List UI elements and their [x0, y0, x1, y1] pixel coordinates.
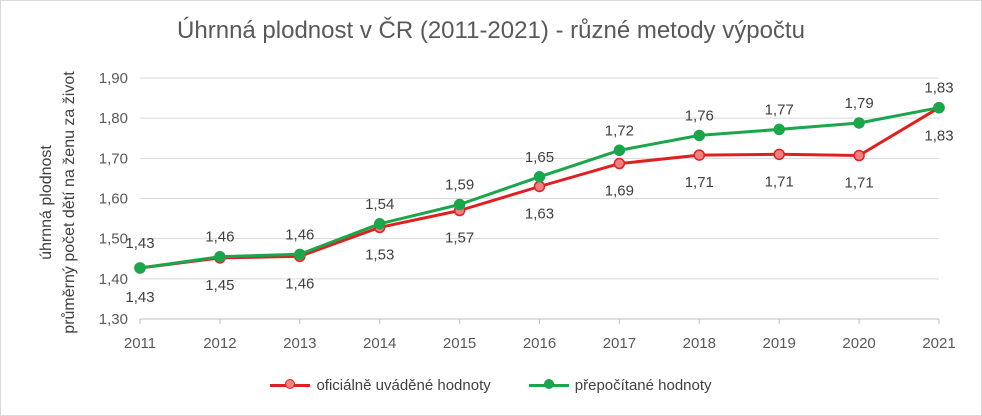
data-label-official: 1,71: [844, 175, 873, 192]
y-tick-label: 1,70: [99, 150, 128, 167]
legend-swatch-official: [270, 379, 311, 391]
plot-area: 1,30 1,40 1,50 1,60 1,70 1,80 1,90 2011 2012 2013…: [38, 70, 956, 352]
data-point-0: [773, 148, 785, 161]
data-point-1: [933, 101, 945, 114]
chart-title: Úhrnná plodnost v ČR (2011-2021) - různé…: [177, 17, 805, 44]
x-tick-label: 2020: [842, 335, 875, 352]
y-tick-label: 1,30: [99, 311, 128, 328]
x-tick-label: 2011: [124, 335, 156, 352]
data-point-1: [693, 129, 706, 142]
data-point-0: [533, 180, 546, 193]
legend-item-official: oficiálně uváděné hodnoty: [270, 376, 491, 394]
data-label-official: 1,45: [205, 277, 234, 294]
data-label-official: 1,53: [365, 246, 394, 263]
data-point-0: [853, 149, 865, 162]
x-tick-label: 2012: [203, 335, 236, 352]
data-label-recalculated: 1,65: [525, 149, 554, 166]
data-label-official: 1,57: [445, 230, 474, 247]
x-tick-label: 2015: [443, 335, 476, 352]
data-point-1: [453, 198, 466, 211]
legend-label-official: oficiálně uváděné hodnoty: [316, 376, 491, 394]
y-tick-label: 1,40: [99, 271, 128, 288]
y-tick-label: 1,90: [99, 70, 128, 87]
data-label-recalculated: 1,46: [285, 226, 314, 243]
data-label-official: 1,46: [285, 275, 314, 292]
legend-item-recalculated: přepočítané hodnoty: [528, 376, 712, 394]
data-label-recalculated: 1,54: [365, 196, 394, 213]
data-label-recalculated: 1,79: [844, 95, 873, 112]
data-label-official: 1,83: [924, 128, 953, 145]
data-point-0: [693, 149, 706, 161]
legend-label-recalculated: přepočítané hodnoty: [574, 376, 712, 394]
x-tick-label: 2021: [922, 335, 955, 352]
data-point-1: [373, 218, 386, 230]
data-point-1: [294, 248, 306, 261]
data-point-1: [533, 171, 546, 183]
data-point-0: [613, 157, 626, 170]
data-point-1: [134, 262, 146, 274]
y-axis-title: průměrný počet dětí na ženu za život: [60, 71, 78, 334]
data-label-recalculated: 1,72: [605, 122, 634, 139]
data-label-recalculated: 1,43: [125, 235, 154, 252]
data-point-1: [853, 117, 865, 129]
x-tick-label: 2016: [523, 335, 556, 352]
data-label-recalculated: 1,83: [924, 80, 953, 97]
x-tick-label: 2018: [683, 335, 716, 352]
data-label-official: 1,69: [605, 183, 634, 200]
y-axis-title: úhrnná plodnost: [38, 145, 55, 260]
y-tick-label: 1,80: [99, 110, 128, 127]
data-label-official: 1,71: [685, 174, 714, 191]
legend: oficiálně uváděné hodnoty přepočítané ho…: [1, 373, 981, 397]
data-label-recalculated: 1,46: [205, 229, 234, 246]
x-tick-label: 2014: [363, 335, 396, 352]
data-point-1: [773, 123, 785, 136]
data-label-official: 1,43: [125, 289, 154, 306]
data-label-recalculated: 1,76: [685, 107, 714, 124]
data-label-recalculated: 1,59: [445, 177, 474, 194]
data-point-1: [613, 144, 626, 157]
legend-swatch-recalculated: [528, 379, 569, 391]
x-tick-label: 2013: [283, 335, 316, 352]
data-label-recalculated: 1,77: [765, 101, 794, 118]
data-label-official: 1,63: [525, 205, 554, 222]
x-tick-label: 2017: [603, 335, 636, 352]
data-point-1: [214, 250, 226, 263]
y-tick-label: 1,60: [99, 191, 128, 208]
x-tick-label: 2019: [763, 335, 796, 352]
data-label-official: 1,71: [765, 173, 794, 190]
y-tick-label: 1,50: [99, 231, 128, 248]
